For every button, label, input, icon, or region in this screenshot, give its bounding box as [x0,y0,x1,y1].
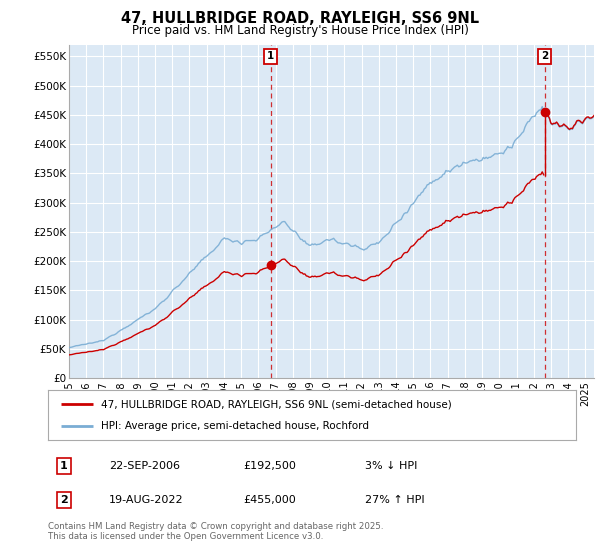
Text: 2: 2 [60,495,68,505]
Text: 27% ↑ HPI: 27% ↑ HPI [365,495,424,505]
Text: 2: 2 [541,52,548,62]
Text: 1: 1 [267,52,274,62]
Text: HPI: Average price, semi-detached house, Rochford: HPI: Average price, semi-detached house,… [101,421,369,431]
Text: 22-SEP-2006: 22-SEP-2006 [109,461,180,471]
Text: 19-AUG-2022: 19-AUG-2022 [109,495,184,505]
Text: 1: 1 [60,461,68,471]
Text: £455,000: £455,000 [244,495,296,505]
Text: 47, HULLBRIDGE ROAD, RAYLEIGH, SS6 9NL: 47, HULLBRIDGE ROAD, RAYLEIGH, SS6 9NL [121,11,479,26]
Text: £192,500: £192,500 [244,461,296,471]
Text: Price paid vs. HM Land Registry's House Price Index (HPI): Price paid vs. HM Land Registry's House … [131,24,469,36]
Text: 3% ↓ HPI: 3% ↓ HPI [365,461,417,471]
Text: Contains HM Land Registry data © Crown copyright and database right 2025.
This d: Contains HM Land Registry data © Crown c… [48,522,383,542]
Text: 47, HULLBRIDGE ROAD, RAYLEIGH, SS6 9NL (semi-detached house): 47, HULLBRIDGE ROAD, RAYLEIGH, SS6 9NL (… [101,399,452,409]
